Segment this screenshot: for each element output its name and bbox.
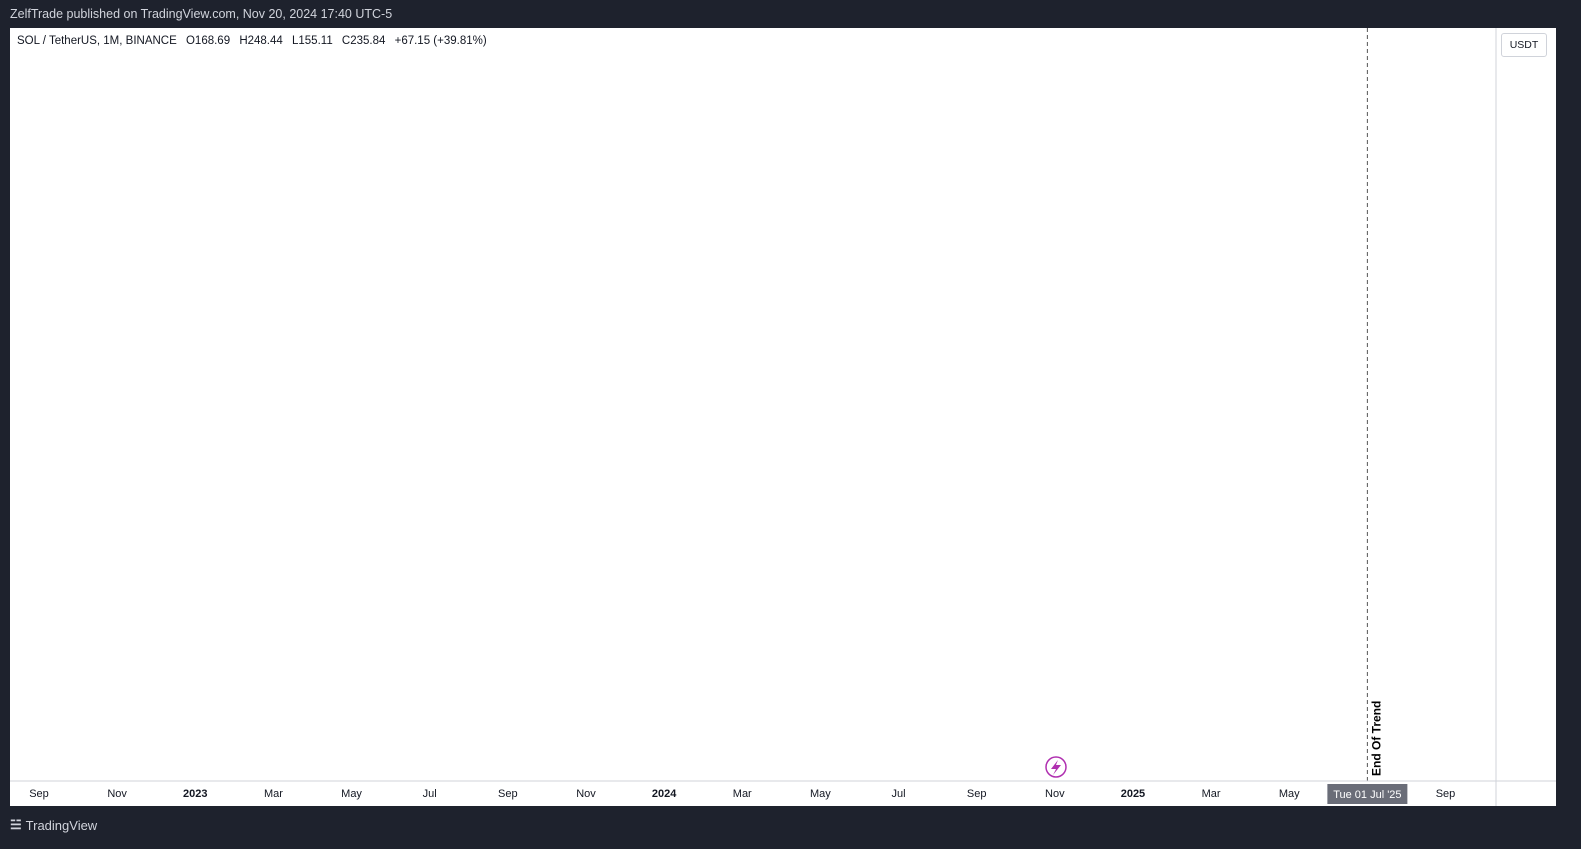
- time-tick-label: Mar: [733, 788, 752, 800]
- legend-change: +67.15 (+39.81%): [394, 35, 487, 47]
- time-tick-label: 2025: [1121, 788, 1145, 800]
- brand-name: TradingView: [25, 817, 98, 833]
- bottom-bar: ☱ TradingView: [0, 806, 1581, 849]
- lightning-bolt: [1051, 760, 1061, 775]
- candlestick-chart[interactable]: End Of Trend2nd TargetFirst Target2022 O…: [10, 28, 1556, 806]
- legend-low: L155.11: [292, 35, 333, 47]
- legend-symbol[interactable]: SOL / TetherUS, 1M, BINANCE: [17, 35, 177, 47]
- time-tick-label: Jul: [892, 788, 906, 800]
- symbol-legend: SOL / TetherUS, 1M, BINANCE O168.69 H248…: [17, 35, 493, 47]
- time-tick-label: Mar: [1202, 788, 1221, 800]
- time-tick-label: Mar: [264, 788, 283, 800]
- time-tag-end-of-trend: Tue 01 Jul '25: [1333, 789, 1401, 801]
- legend-open: O168.69: [185, 35, 231, 47]
- legend-close: C235.84: [341, 35, 386, 47]
- time-tick-label: Sep: [29, 788, 49, 800]
- end-of-trend-label: End Of Trend: [1369, 701, 1383, 776]
- time-tick-label: May: [1279, 788, 1300, 800]
- top-bar: ZelfTrade published on TradingView.com, …: [0, 0, 1581, 28]
- chart-panel[interactable]: End Of Trend2nd TargetFirst Target2022 O…: [10, 28, 1556, 806]
- publisher-line: ZelfTrade published on TradingView.com, …: [10, 7, 393, 21]
- time-tick-label: 2024: [652, 788, 677, 800]
- tradingview-logo-icon: ☱: [10, 817, 22, 832]
- time-tick-label: May: [810, 788, 831, 800]
- time-tick-label: Nov: [107, 788, 127, 800]
- time-tick-label: Nov: [1045, 788, 1065, 800]
- time-tick-label: Nov: [576, 788, 596, 800]
- time-tick-label: Jul: [423, 788, 437, 800]
- lightning-event-icon: [1045, 756, 1067, 778]
- tradingview-brand[interactable]: ☱ TradingView: [10, 817, 97, 833]
- lightning-circle: [1045, 756, 1067, 778]
- time-tick-label: Sep: [498, 788, 518, 800]
- time-tick-label: Sep: [1436, 788, 1456, 800]
- time-tick-label: Sep: [967, 788, 987, 800]
- time-tick-label: May: [341, 788, 362, 800]
- time-tag-bg: [1327, 784, 1408, 804]
- legend-high: H248.44: [239, 35, 283, 47]
- time-tick-label: 2023: [183, 788, 207, 800]
- currency-selector[interactable]: USDT: [1501, 33, 1547, 57]
